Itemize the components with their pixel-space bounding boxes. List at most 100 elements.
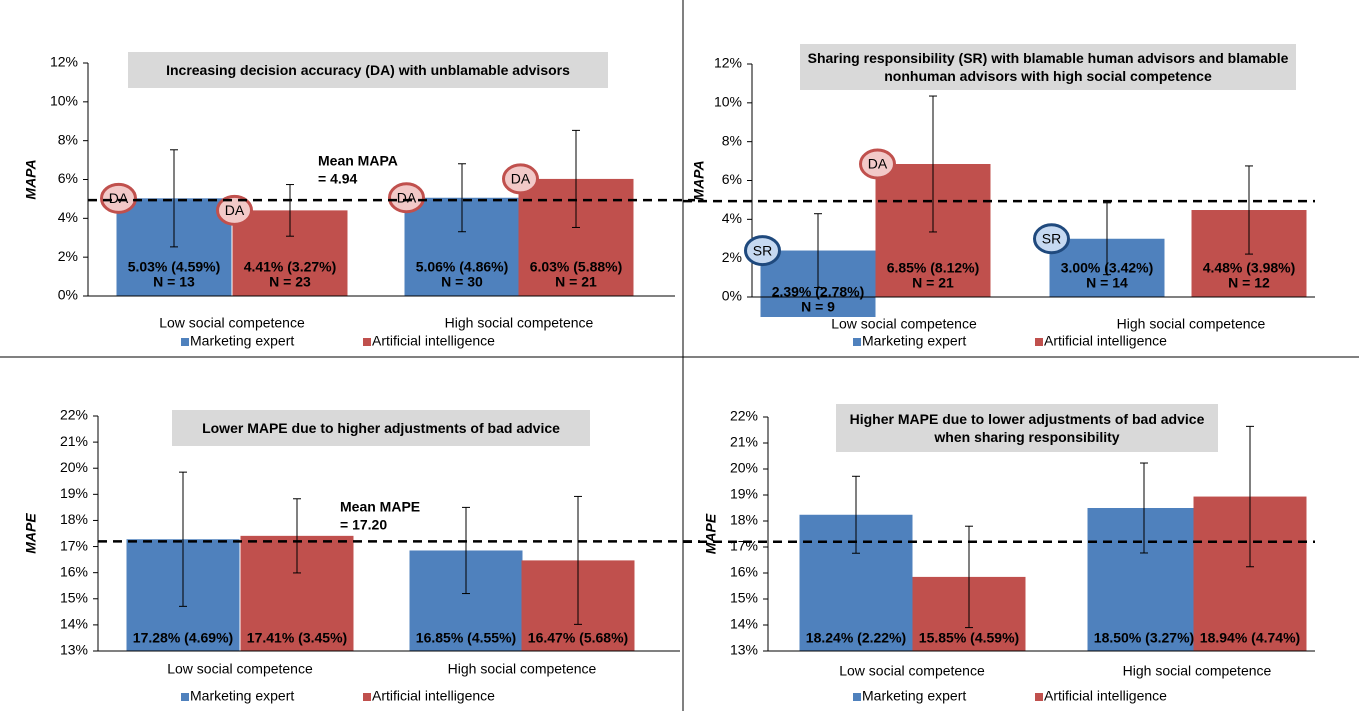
y-axis-label: MAPA — [23, 159, 39, 199]
annotation: = 4.94 — [318, 171, 358, 187]
legend-swatch — [853, 693, 861, 701]
value-label: 17.41% (3.45%) — [247, 630, 347, 646]
legend-label: Artificial intelligence — [1044, 688, 1167, 704]
n-label: N = 9 — [801, 299, 835, 315]
badge-label: DA — [109, 190, 129, 206]
y-tick-label: 17% — [60, 537, 88, 553]
n-label: N = 23 — [269, 274, 311, 290]
n-label: N = 21 — [555, 274, 597, 290]
y-tick-label: 20% — [60, 459, 88, 475]
error-bar — [1246, 425, 1254, 568]
value-label: 4.48% (3.98%) — [1203, 260, 1296, 276]
legend-swatch — [363, 338, 371, 346]
badge-label: SR — [1042, 230, 1061, 246]
y-tick-label: 13% — [60, 642, 88, 658]
badge — [1033, 223, 1070, 255]
y-tick-label: 10% — [714, 94, 742, 110]
badge — [744, 235, 781, 267]
y-tick-label: 16% — [730, 564, 758, 580]
legend-label: Artificial intelligence — [372, 688, 495, 704]
badge — [859, 148, 896, 180]
y-tick-label: 20% — [730, 460, 758, 476]
value-label: 15.85% (4.59%) — [919, 630, 1019, 646]
error-bar — [572, 129, 580, 228]
y-tick-label: 21% — [60, 433, 88, 449]
x-tick-label: High social competence — [445, 315, 594, 331]
legend-label: Marketing expert — [190, 333, 294, 349]
badge — [388, 182, 425, 214]
n-label: N = 14 — [1086, 275, 1128, 291]
y-tick-label: 13% — [730, 642, 758, 658]
error-bar — [462, 506, 470, 595]
legend-swatch — [1035, 693, 1043, 701]
value-label: 17.28% (4.69%) — [133, 630, 233, 646]
y-tick-label: 0% — [58, 287, 78, 303]
y-tick-label: 16% — [60, 563, 88, 579]
value-label: 4.41% (3.27%) — [244, 259, 337, 275]
legend-swatch — [1035, 338, 1043, 346]
value-label: 6.03% (5.88%) — [530, 259, 623, 275]
legend-swatch — [363, 693, 371, 701]
y-tick-label: 8% — [722, 132, 742, 148]
error-bar — [965, 525, 973, 629]
n-label: N = 30 — [441, 274, 483, 290]
legend-label: Marketing expert — [190, 688, 294, 704]
legend-label: Artificial intelligence — [372, 333, 495, 349]
y-tick-label: 0% — [722, 288, 742, 304]
x-tick-label: High social competence — [1117, 316, 1266, 332]
legend-label: Marketing expert — [862, 688, 966, 704]
value-label: 16.47% (5.68%) — [528, 630, 628, 646]
legend-swatch — [181, 693, 189, 701]
legend-label: Artificial intelligence — [1044, 333, 1167, 349]
error-bar — [179, 471, 187, 607]
y-tick-label: 15% — [730, 590, 758, 606]
value-label: 5.06% (4.86%) — [416, 259, 509, 275]
badge-label: DA — [868, 156, 888, 172]
value-label: 6.85% (8.12%) — [887, 260, 980, 276]
y-tick-label: 6% — [58, 170, 78, 186]
error-bar — [1245, 165, 1253, 255]
n-label: N = 13 — [153, 274, 195, 290]
y-tick-label: 18% — [730, 512, 758, 528]
chart-title: Increasing decision accuracy (DA) with u… — [128, 52, 608, 88]
x-tick-label: Low social competence — [167, 661, 313, 677]
y-tick-label: 17% — [730, 538, 758, 554]
y-tick-label: 14% — [730, 616, 758, 632]
y-tick-label: 22% — [60, 407, 88, 423]
error-bar — [852, 475, 860, 554]
error-bar — [170, 149, 178, 248]
y-tick-label: 21% — [730, 434, 758, 450]
n-label: N = 12 — [1228, 275, 1270, 291]
badge-label: DA — [511, 171, 531, 187]
legend-swatch — [853, 338, 861, 346]
x-tick-label: Low social competence — [831, 316, 977, 332]
annotation: Mean MAPE — [340, 499, 420, 515]
error-bar — [574, 495, 582, 625]
value-label: 5.03% (4.59%) — [128, 259, 221, 275]
y-tick-label: 10% — [50, 93, 78, 109]
badge — [502, 163, 539, 195]
y-tick-label: 15% — [60, 589, 88, 605]
chart-title: Higher MAPE due to lower adjustments of … — [836, 404, 1218, 452]
badge-label: SR — [753, 242, 772, 258]
y-tick-label: 18% — [60, 511, 88, 527]
y-tick-label: 2% — [722, 249, 742, 265]
y-tick-label: 12% — [50, 54, 78, 70]
error-bar — [1140, 462, 1148, 554]
error-bar — [814, 213, 822, 288]
x-tick-label: Low social competence — [159, 315, 305, 331]
x-tick-label: High social competence — [1123, 663, 1272, 679]
value-label: 18.50% (3.27%) — [1094, 630, 1194, 646]
chart-title: Sharing responsibility (SR) with blamabl… — [800, 44, 1296, 90]
y-tick-label: 2% — [58, 248, 78, 264]
annotation: Mean MAPA — [318, 153, 398, 169]
error-bar — [286, 184, 294, 237]
y-tick-label: 12% — [714, 55, 742, 71]
y-axis-label: MAPE — [23, 513, 39, 554]
legend-swatch — [181, 338, 189, 346]
value-label: 18.24% (2.22%) — [806, 630, 906, 646]
badge — [100, 182, 137, 214]
y-tick-label: 14% — [60, 616, 88, 632]
